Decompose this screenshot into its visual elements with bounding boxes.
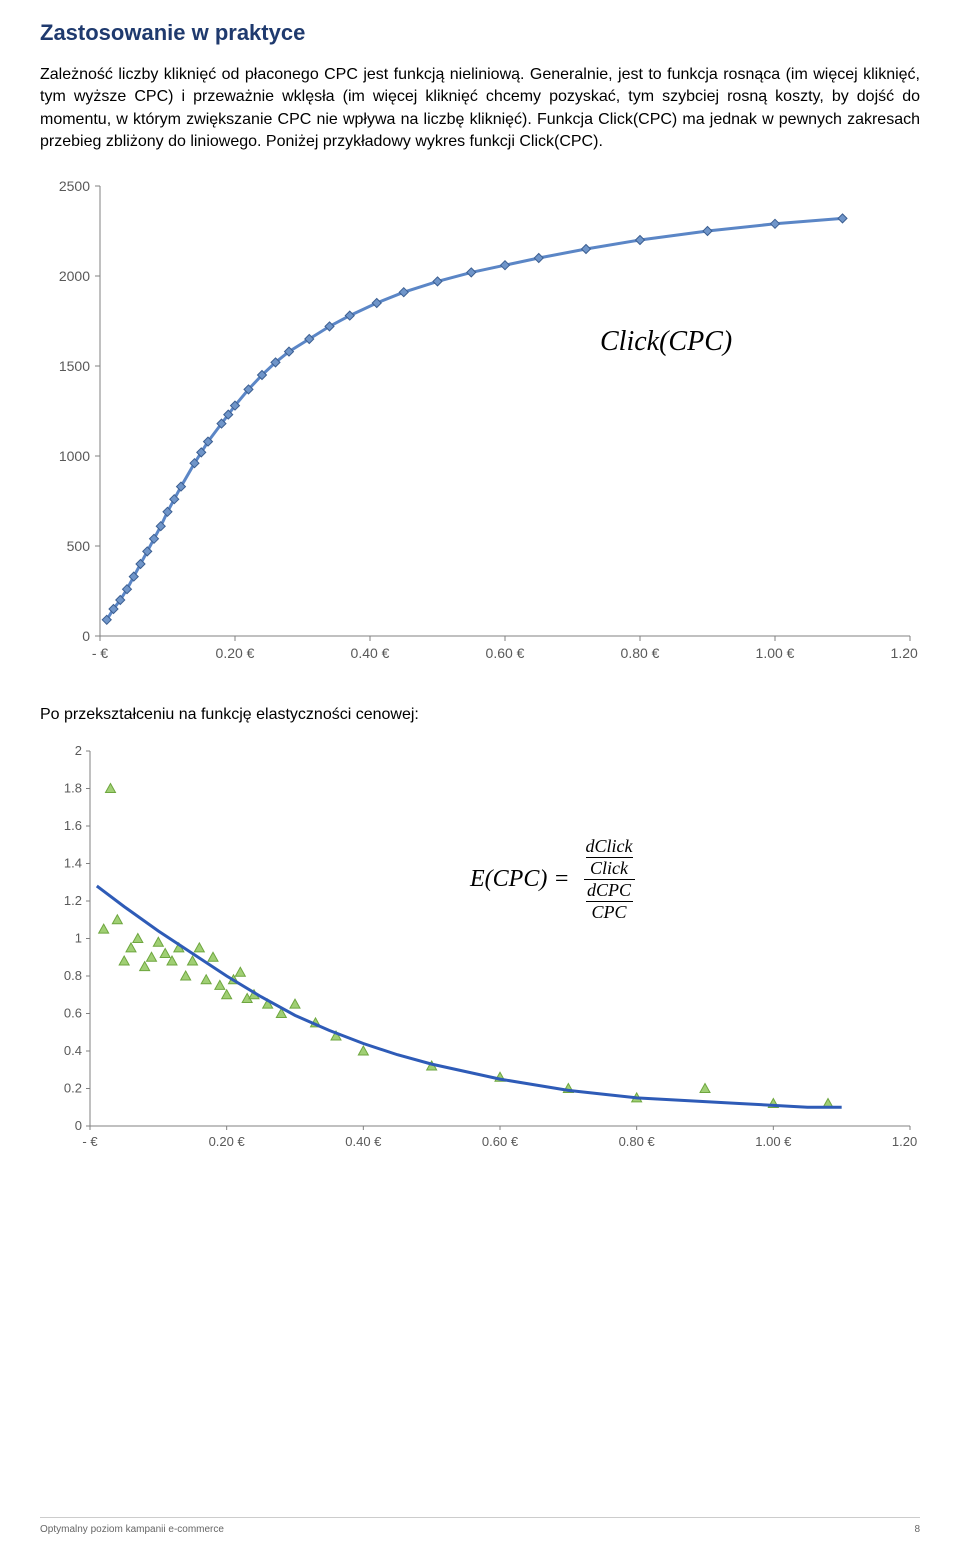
svg-text:0: 0: [75, 1118, 82, 1133]
formula-den-den: CPC: [586, 901, 633, 923]
formula-num-num: dClick: [586, 836, 633, 857]
svg-text:1.00 €: 1.00 €: [755, 1134, 792, 1149]
svg-text:0.6: 0.6: [64, 1005, 82, 1020]
svg-text:1.6: 1.6: [64, 818, 82, 833]
svg-text:1.20 €: 1.20 €: [892, 1134, 920, 1149]
section-title: Zastosowanie w praktyce: [40, 20, 920, 46]
svg-text:1.2: 1.2: [64, 893, 82, 908]
subheading: Po przekształceniu na funkcję elastyczno…: [40, 706, 920, 724]
svg-text:1.4: 1.4: [64, 855, 82, 870]
formula-den-num: dCPC: [586, 880, 633, 901]
svg-text:500: 500: [67, 538, 91, 554]
svg-text:1.00 €: 1.00 €: [756, 645, 795, 661]
intro-paragraph: Zależność liczby kliknięć od płaconego C…: [40, 64, 920, 154]
footer-title: Optymalny poziom kampanii e-commerce: [40, 1524, 224, 1535]
svg-text:- €: - €: [92, 645, 109, 661]
svg-text:0.4: 0.4: [64, 1043, 82, 1058]
svg-text:2000: 2000: [59, 268, 90, 284]
svg-text:0.20 €: 0.20 €: [209, 1134, 246, 1149]
svg-text:0.40 €: 0.40 €: [345, 1134, 382, 1149]
svg-text:0.8: 0.8: [64, 968, 82, 983]
footer: Optymalny poziom kampanii e-commerce 8: [40, 1517, 920, 1535]
svg-text:2500: 2500: [59, 178, 90, 194]
svg-text:1.8: 1.8: [64, 780, 82, 795]
page-number: 8: [914, 1524, 920, 1535]
svg-text:0.40 €: 0.40 €: [351, 645, 390, 661]
svg-text:0.60 €: 0.60 €: [486, 645, 525, 661]
svg-text:0.2: 0.2: [64, 1080, 82, 1095]
chart-click-cpc: 0 500 1000 1500 2000 2500 - € 0.20 € 0.40 € 0.60 …: [40, 166, 920, 686]
svg-text:1000: 1000: [59, 448, 90, 464]
chart2-formula: E(CPC) = dClick Click dCPC CPC: [470, 836, 635, 923]
svg-text:1.20 €: 1.20 €: [891, 645, 920, 661]
formula-num-den: Click: [586, 857, 633, 879]
formula-left: E(CPC) =: [470, 866, 570, 893]
svg-text:0.60 €: 0.60 €: [482, 1134, 519, 1149]
chart2-svg: 0 0.2 0.4 0.6 0.8 1 1.2 1.4 1.6 1.8 2 - € 0.20 € 0.40…: [40, 736, 920, 1166]
svg-text:1: 1: [75, 930, 82, 945]
svg-text:1500: 1500: [59, 358, 90, 374]
chart1-label: Click(CPC): [600, 326, 732, 358]
formula-right: dClick Click dCPC CPC: [584, 836, 635, 923]
chart1-svg: 0 500 1000 1500 2000 2500 - € 0.20 € 0.40 € 0.60 …: [40, 166, 920, 686]
svg-text:0: 0: [82, 628, 90, 644]
svg-text:0.80 €: 0.80 €: [621, 645, 660, 661]
svg-text:- €: - €: [82, 1134, 98, 1149]
svg-text:2: 2: [75, 743, 82, 758]
svg-text:0.80 €: 0.80 €: [619, 1134, 656, 1149]
svg-text:0.20 €: 0.20 €: [216, 645, 255, 661]
chart-elasticity: 0 0.2 0.4 0.6 0.8 1 1.2 1.4 1.6 1.8 2 - € 0.20 € 0.40…: [40, 736, 920, 1166]
